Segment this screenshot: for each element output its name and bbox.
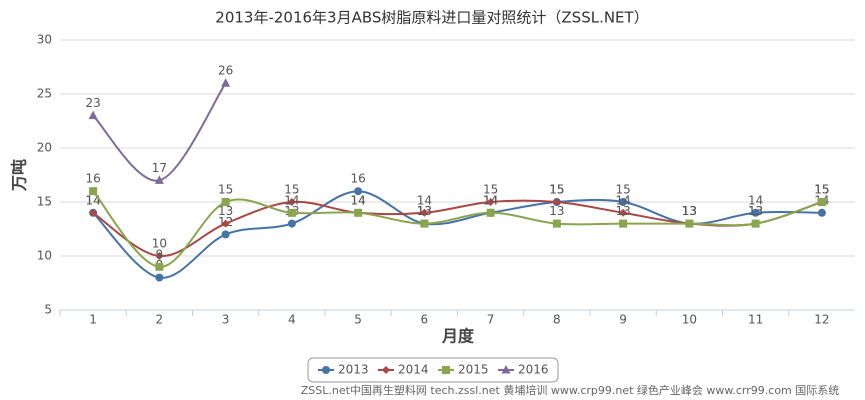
data-label: 14	[748, 193, 763, 207]
x-tick-label: 7	[487, 313, 495, 327]
data-label: 16	[350, 172, 365, 186]
legend-marker	[501, 365, 511, 374]
series-line	[92, 199, 823, 258]
legend-label: 2016	[518, 363, 549, 377]
y-tick-label: 15	[37, 195, 52, 209]
data-label: 15	[615, 183, 630, 197]
point	[751, 219, 760, 228]
y-tick-label: 20	[37, 141, 52, 155]
data-label: 14	[417, 193, 432, 207]
data-label: 13	[748, 204, 763, 218]
point	[221, 78, 231, 87]
x-tick-label: 3	[222, 313, 230, 327]
x-tick-label: 6	[421, 313, 429, 327]
data-label: 14	[350, 193, 365, 207]
y-tick-label: 5	[44, 303, 52, 317]
y-axis-title: 万吨	[10, 159, 29, 192]
y-tick-label: 25	[37, 87, 52, 101]
series-line	[92, 190, 823, 268]
x-tick-label: 4	[288, 313, 296, 327]
data-label: 13	[682, 204, 697, 218]
data-label: 15	[549, 183, 564, 197]
point	[751, 208, 760, 217]
point	[89, 208, 98, 217]
data-label: 16	[85, 172, 100, 186]
point	[486, 208, 495, 217]
y-tick-label: 10	[37, 249, 52, 263]
point	[221, 230, 230, 239]
data-label: 13	[549, 204, 564, 218]
point	[155, 273, 164, 282]
point	[287, 208, 296, 217]
data-label: 15	[814, 183, 829, 197]
data-label: 14	[85, 193, 100, 207]
data-label: 15	[549, 183, 564, 197]
data-label: 14	[483, 193, 498, 207]
x-tick-label: 12	[814, 313, 829, 327]
x-tick-label: 11	[748, 313, 763, 327]
legend-box	[307, 357, 559, 383]
point	[287, 219, 296, 228]
point	[552, 219, 561, 228]
point	[552, 198, 561, 206]
point	[354, 208, 363, 217]
point	[221, 219, 230, 228]
point	[89, 187, 98, 196]
data-label: 15	[483, 183, 498, 197]
point	[420, 208, 429, 217]
point	[221, 198, 230, 206]
point	[619, 198, 628, 206]
data-label: 13	[218, 204, 233, 218]
x-tick-label: 1	[89, 313, 97, 327]
point	[154, 175, 164, 184]
x-tick-label: 8	[553, 313, 561, 327]
data-label: 10	[152, 237, 167, 251]
data-label: 26	[218, 64, 233, 78]
point	[287, 198, 296, 206]
point	[155, 252, 164, 260]
x-tick-label: 10	[682, 313, 697, 327]
x-tick-label: 2	[156, 313, 164, 327]
point	[817, 198, 826, 206]
legend-marker	[442, 366, 450, 374]
data-label: 15	[814, 183, 829, 197]
chart-title: 2013年-2016年3月ABS树脂原料进口量对照统计（ZSSL.NET）	[215, 9, 648, 27]
legend-label: 2014	[398, 363, 429, 377]
point	[486, 198, 495, 206]
data-label: 14	[350, 193, 365, 207]
data-label: 15	[218, 183, 233, 197]
data-label: 14	[615, 193, 630, 207]
point	[354, 187, 363, 196]
data-label: 13	[682, 204, 697, 218]
data-label: 15	[284, 183, 299, 197]
data-label: 13	[417, 204, 432, 218]
point	[817, 208, 826, 217]
legend-marker	[322, 366, 330, 374]
data-label: 23	[85, 96, 100, 110]
data-label: 14	[284, 193, 299, 207]
x-tick-label: 9	[619, 313, 627, 327]
point	[155, 262, 164, 271]
point	[420, 219, 429, 228]
point	[619, 208, 628, 217]
series-line	[92, 190, 822, 279]
legend-label: 2015	[458, 363, 489, 377]
legend-marker	[382, 366, 390, 374]
data-label: 13	[682, 204, 697, 218]
data-label: 13	[615, 204, 630, 218]
legend-label: 2013	[338, 363, 369, 377]
data-label: 9	[156, 247, 164, 261]
x-axis-title: 月度	[441, 327, 475, 346]
x-tick-label: 5	[354, 313, 362, 327]
y-tick-label: 30	[37, 33, 52, 47]
data-label: 13	[748, 204, 763, 218]
data-label: 17	[152, 161, 167, 175]
point	[685, 219, 694, 228]
credit: ZSSL.net中国再生塑料网 tech.zssl.net 黄埔培训 www.c…	[301, 383, 840, 397]
point	[619, 219, 628, 228]
point	[88, 110, 98, 120]
